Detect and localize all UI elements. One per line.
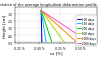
Title: Evolution of the average longitudinal deformation profile - B3 beam: Evolution of the average longitudinal de… <box>0 3 100 7</box>
Y-axis label: Height [cm]: Height [cm] <box>3 14 7 37</box>
Legend: 100 days, 150 days, 200 days, 500 days, 1000 days, 2000 days: 100 days, 150 days, 200 days, 500 days, … <box>76 16 97 46</box>
X-axis label: εx [%]: εx [%] <box>50 50 62 54</box>
